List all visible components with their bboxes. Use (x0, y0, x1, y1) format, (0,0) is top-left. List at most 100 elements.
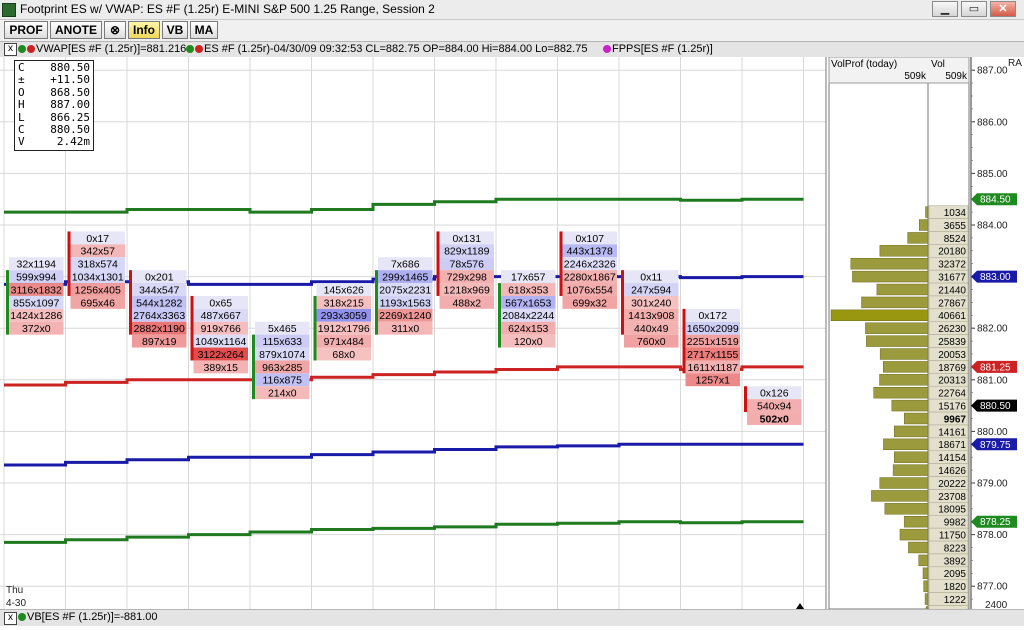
volprof-bar (861, 296, 929, 309)
anote-button[interactable]: ANOTE (50, 21, 102, 39)
footprint-cell-label: 0x107 (575, 233, 604, 245)
volprof-bar (884, 503, 929, 515)
info-button[interactable]: Info (128, 21, 160, 39)
footprint-bar[interactable]: 0x201344x547544x12822764x33632882x119089… (129, 270, 187, 348)
volprof-bar (925, 606, 929, 609)
volprof-bar (865, 322, 929, 334)
ohlc-row: V 2.42m (18, 135, 90, 149)
axis-tick-label: 878.00 (977, 530, 1008, 541)
footprint-bar[interactable]: 0x65487x667919x7661049x11643122x264389x1… (190, 295, 249, 374)
footprint-cell (193, 334, 248, 348)
footprint-cell-label: 1049x1164 (195, 336, 246, 348)
footprint-cell-label: 879x1074 (259, 349, 305, 361)
footprint-cell (70, 231, 125, 245)
footprint-cell (9, 308, 64, 322)
footprint-cell (439, 231, 494, 245)
axis-tick-label: 887.00 (977, 66, 1008, 77)
maximize-button[interactable]: ▭ (961, 1, 987, 17)
footprint-cell-label: 247x594 (631, 284, 671, 296)
footprint-cell (378, 321, 433, 335)
time-label-day: Thu (6, 585, 23, 596)
footprint-cell-label: 293x3059 (321, 310, 367, 322)
footprint-cell (316, 283, 371, 296)
footprint-cell (255, 334, 310, 348)
legend-close-icon[interactable]: x (4, 43, 17, 56)
footprint-cell (255, 386, 310, 400)
footprint-bar[interactable]: 32x1194599x9943116x1832855x10971424x1286… (6, 257, 64, 335)
footprint-cell (255, 373, 310, 387)
footprint-cell (378, 257, 433, 271)
footprint-cell-label: 1256x405 (75, 284, 121, 296)
vol-cell-label: 9982 (944, 518, 967, 529)
footprint-cell (316, 295, 371, 309)
band-line (4, 442, 804, 467)
footprint-cell (316, 321, 371, 335)
minimize-button[interactable]: ▁ (932, 1, 958, 17)
footprint-cell (562, 231, 617, 245)
footprint-cell-label: 1611x1187 (688, 362, 739, 374)
footprint-cell-label: 0x201 (145, 271, 174, 283)
footprint-bar[interactable]: 7x686299x14652075x22311193x15632269x1240… (375, 257, 433, 335)
band-line (4, 197, 804, 214)
footprint-cell-label: 2764x3363 (133, 310, 185, 322)
bar-legend[interactable]: ES #F (1.25r)-04/30/09 09:32:53 CL=882.7… (186, 43, 587, 55)
fpps-legend[interactable]: FPPS[ES #F (1.25r)] (603, 43, 713, 55)
footprint-bar[interactable]: 0x107443x13782246x23262280x18671076x5546… (559, 231, 618, 309)
volprof-bar (879, 477, 929, 489)
ra-label[interactable]: RA (1008, 58, 1022, 69)
footprint-cell (9, 295, 64, 309)
price-tag-shape (971, 515, 1017, 528)
ma-button[interactable]: MA (190, 21, 218, 39)
vb-close-icon[interactable]: x (4, 612, 17, 625)
close-button[interactable]: ✕ (990, 1, 1016, 17)
footprint-cell (624, 334, 679, 348)
footprint-cell-label: 2280x1867 (564, 271, 616, 283)
footprint-cell (316, 308, 371, 322)
footprint-cell (685, 308, 740, 322)
footprint-cell (193, 360, 248, 374)
vol-cell-label: 11750 (939, 530, 967, 541)
footprint-cell (132, 270, 187, 284)
footprint-cell (747, 412, 802, 425)
vwap-legend[interactable]: VWAP[ES #F (1.25r)]=881.216 (18, 43, 186, 55)
volprof-bar (903, 516, 929, 528)
bar-body-marker (190, 295, 194, 361)
footprint-bar[interactable]: 0x1721650x20992251x15192717x11551611x118… (682, 308, 741, 387)
footprint-cell-label: 0x17 (86, 233, 109, 245)
prof-button[interactable]: PROF (4, 21, 48, 39)
footprint-cell (501, 334, 556, 348)
volprof-bar (893, 425, 929, 438)
price-tag-label: 879.75 (980, 440, 1011, 451)
footprint-cell-label: 372x0 (22, 323, 51, 335)
price-axis: 887.00 886.00 885.00 884.00 883.00 882.00 881.… (796, 57, 1022, 609)
crosshair-icon[interactable]: ⊗ (104, 21, 126, 39)
vb-button[interactable]: VB (162, 21, 188, 39)
price-tag-shape (971, 360, 1017, 373)
footprint-cell-label: 443x1378 (567, 246, 613, 258)
footprint-cell (132, 283, 187, 296)
footprint-cell-label: 344x547 (139, 284, 179, 296)
title-bar: Footprint ES w/ VWAP: ES #F (1.25r) E-MI… (0, 0, 1024, 20)
footprint-bar[interactable]: 145x626318x215293x30591912x1796971x48468… (313, 283, 372, 361)
footprint-chart[interactable]: 32x1194599x9943116x1832855x10971424x1286… (0, 57, 1024, 609)
volprof-bar (876, 283, 929, 296)
footprint-cell (9, 270, 64, 284)
app-icon (2, 3, 16, 17)
footprint-cell (439, 257, 494, 271)
footprint-cell (132, 321, 187, 335)
footprint-cell (378, 295, 433, 309)
footprint-cell-label: 32x1194 (16, 259, 56, 271)
footprint-cell (439, 283, 494, 296)
price-tag: 879.75 (971, 438, 1017, 451)
footprint-cell-label: 2084x2244 (502, 310, 554, 322)
vol-cell-label: 18769 (938, 363, 966, 374)
footprint-bar[interactable]: 17x657618x353567x16532084x2244624x153120… (498, 270, 556, 348)
vol-cell-label: 32372 (938, 260, 966, 271)
footprint-cell (378, 283, 433, 296)
footprint-cell-label: 1034x1301 (72, 271, 124, 283)
